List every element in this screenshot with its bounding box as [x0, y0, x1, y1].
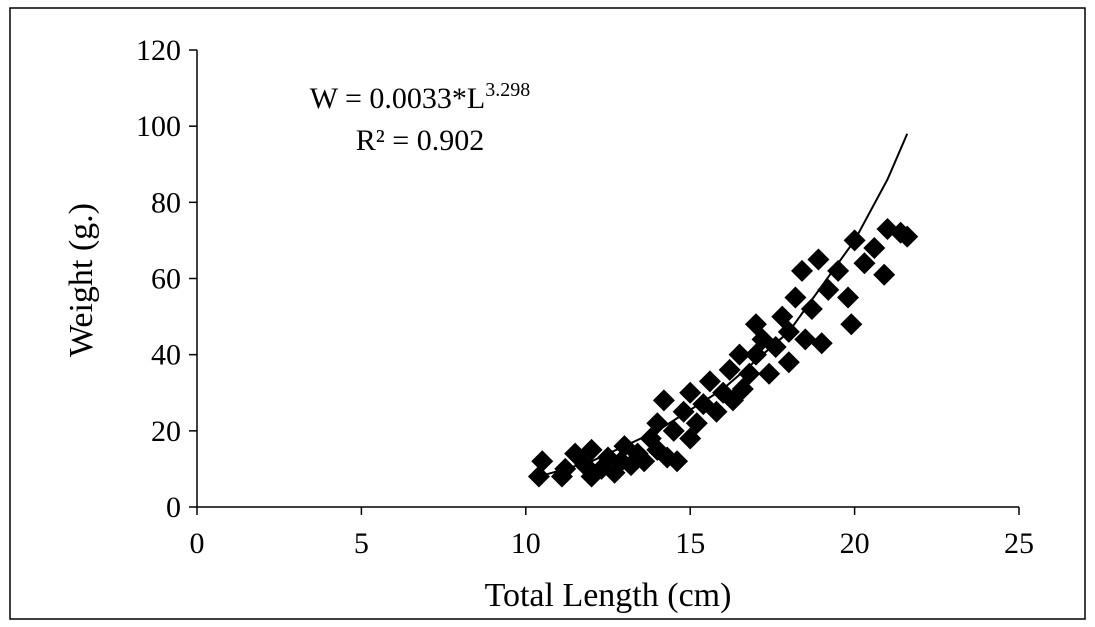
point: [777, 351, 800, 374]
point: [705, 400, 728, 423]
y-tick-label: 100: [136, 110, 181, 143]
point: [784, 286, 807, 309]
x-tick-label: 15: [675, 527, 705, 560]
trend-equation: W = 0.0033*L3.298: [310, 79, 531, 115]
x-tick-label: 10: [511, 527, 541, 560]
equation: W = 0.0033*L: [310, 82, 486, 115]
x-tick-label: 5: [354, 527, 369, 560]
point: [646, 412, 669, 435]
point: [794, 328, 817, 351]
point: [810, 332, 833, 355]
x-tick-label: 20: [840, 527, 870, 560]
point: [873, 263, 896, 286]
point: [840, 313, 863, 336]
y-tick-label: 60: [151, 263, 181, 296]
point: [827, 259, 850, 282]
y-tick-label: 0: [166, 491, 181, 524]
chart-frame: [9, 7, 1086, 620]
point: [837, 286, 860, 309]
point: [800, 297, 823, 320]
y-tick-label: 40: [151, 339, 181, 372]
point: [764, 336, 787, 359]
x-tick-label: 0: [190, 527, 205, 560]
y-axis-title: Weight (g.): [63, 203, 100, 357]
point: [633, 450, 656, 473]
point: [652, 389, 675, 412]
trend-line: [538, 133, 909, 478]
point: [580, 438, 603, 461]
point: [679, 381, 702, 404]
point: [531, 450, 554, 473]
point: [662, 419, 685, 442]
y-tick-label: 120: [136, 34, 181, 67]
equation-exponent: 3.298: [485, 79, 530, 101]
x-axis-title: Total Length (cm): [485, 577, 732, 614]
point: [790, 259, 813, 282]
point: [896, 225, 919, 248]
point: [863, 237, 886, 260]
point: [718, 358, 741, 381]
point: [728, 343, 751, 366]
y-tick-label: 80: [151, 186, 181, 219]
point: [666, 450, 689, 473]
y-tick-label: 20: [151, 415, 181, 448]
point: [758, 362, 781, 385]
point: [853, 252, 876, 275]
x-tick-label: 25: [1004, 527, 1034, 560]
point: [698, 370, 721, 393]
point: [807, 248, 830, 271]
point: [738, 362, 761, 385]
point: [685, 412, 708, 435]
r-squared: R² = 0.902: [356, 124, 484, 157]
